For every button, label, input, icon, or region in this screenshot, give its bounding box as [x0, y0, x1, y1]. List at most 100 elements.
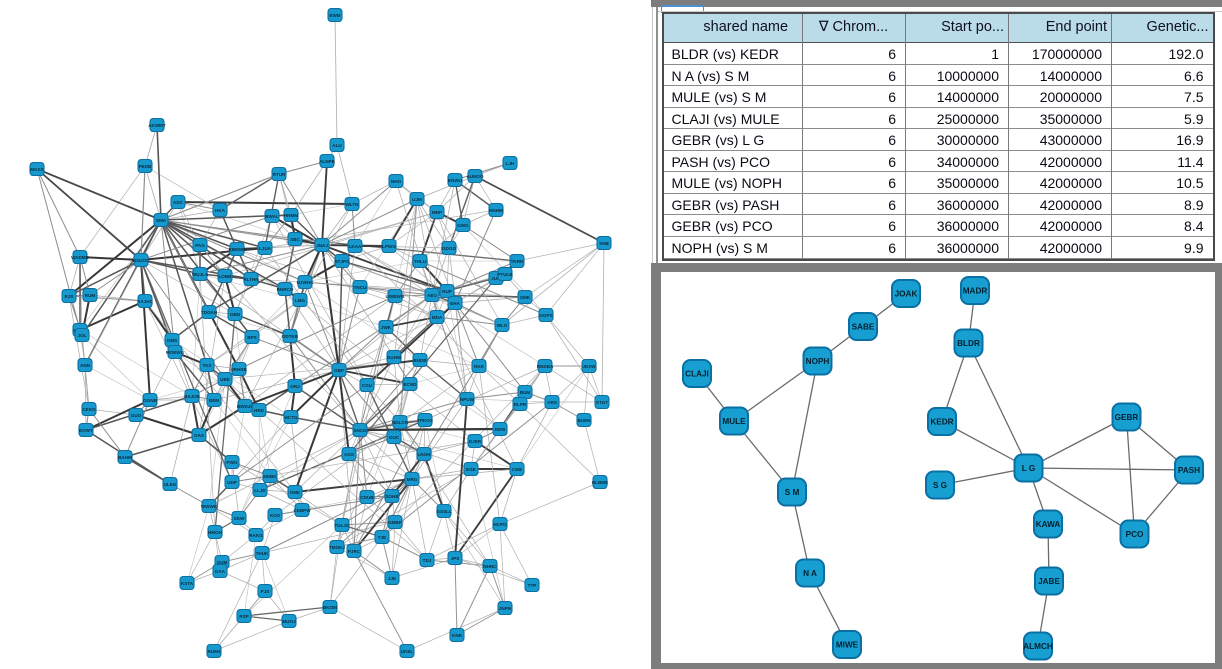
svg-text:BUEN: BUEN	[577, 418, 591, 423]
svg-text:GUO: GUO	[131, 413, 142, 418]
svg-text:HMOH: HMOH	[208, 530, 223, 535]
svg-text:REW: REW	[495, 427, 506, 432]
svg-text:ULEG: ULEG	[164, 482, 177, 487]
svg-text:BWAL: BWAL	[265, 214, 279, 219]
svg-text:L G: L G	[1022, 464, 1036, 473]
svg-text:SOHB: SOHB	[385, 494, 399, 499]
svg-text:PWO: PWO	[227, 460, 238, 465]
svg-text:DJER: DJER	[469, 439, 482, 444]
svg-text:RUEH: RUEH	[207, 649, 221, 654]
svg-text:TULJG: TULJG	[334, 523, 349, 528]
svg-text:TKRR: TKRR	[511, 259, 524, 264]
svg-text:ANN: ANN	[80, 363, 91, 368]
svg-text:PASH: PASH	[1178, 466, 1200, 475]
svg-text:ADC: ADC	[173, 200, 184, 205]
svg-text:OMK: OMK	[290, 490, 301, 495]
svg-text:EWM: EWM	[329, 13, 340, 18]
svg-text:ARS: ARS	[547, 400, 557, 405]
svg-text:BLDR: BLDR	[957, 339, 980, 348]
svg-text:CLAJI: CLAJI	[685, 370, 709, 379]
svg-text:TAS: TAS	[203, 363, 212, 368]
svg-text:LOBB: LOBB	[218, 274, 232, 279]
svg-text:BUM: BUM	[520, 390, 531, 395]
svg-text:KBEMB: KBEMB	[229, 247, 247, 252]
svg-text:GWG: GWG	[457, 223, 469, 228]
svg-text:NHO: NHO	[391, 179, 402, 184]
svg-text:SMK: SMK	[520, 295, 531, 300]
svg-text:KOS: KOS	[270, 513, 280, 518]
svg-text:UJM: UJM	[412, 197, 422, 202]
svg-text:MRP: MRP	[432, 210, 442, 215]
svg-text:TMGKJ: TMGKJ	[329, 545, 346, 550]
svg-text:JNPN: JNPN	[499, 606, 512, 611]
svg-text:S G: S G	[933, 481, 947, 490]
svg-text:SNCD: SNCD	[353, 428, 367, 433]
svg-text:WUJLA: WUJLA	[192, 272, 209, 277]
svg-text:SBC: SBC	[290, 237, 300, 242]
svg-text:MULE: MULE	[722, 417, 746, 426]
svg-text:EGE: EGE	[466, 467, 476, 472]
svg-text:ODTKB: ODTKB	[282, 334, 299, 339]
svg-text:CEKG: CEKG	[82, 407, 96, 412]
svg-text:N A: N A	[803, 569, 817, 578]
svg-text:CDUB: CDUB	[360, 495, 374, 500]
svg-text:HCTG: HCTG	[284, 415, 297, 420]
svg-text:JNAJ: JNAJ	[316, 243, 328, 248]
svg-text:RNDBA: RNDBA	[537, 364, 554, 369]
svg-text:PEDB: PEDB	[139, 164, 152, 169]
svg-text:GEBR: GEBR	[1115, 413, 1139, 422]
svg-text:GSSLL: GSSLL	[436, 509, 452, 514]
svg-text:PCO: PCO	[1126, 530, 1144, 539]
svg-text:ENWU: ENWU	[448, 178, 463, 183]
svg-text:GMBP: GMBP	[388, 520, 402, 525]
svg-text:OGNB: OGNB	[143, 398, 157, 403]
svg-text:TDGKH: TDGKH	[201, 310, 218, 315]
svg-text:GBN: GBN	[230, 312, 241, 317]
svg-text:HRD: HRD	[254, 408, 265, 413]
svg-text:WWWK: WWWK	[201, 504, 218, 509]
svg-text:THUK: THUK	[256, 551, 269, 556]
svg-text:BKOM: BKOM	[323, 605, 337, 610]
svg-text:ALMCH: ALMCH	[1023, 642, 1053, 651]
svg-text:WLO: WLO	[497, 323, 508, 328]
svg-text:MGSS: MGSS	[30, 167, 44, 172]
svg-text:JRHSB: JRHSB	[231, 367, 247, 372]
svg-text:CGU: CGU	[362, 383, 373, 388]
svg-text:LJUA: LJUA	[259, 246, 272, 251]
svg-text:EHA: EHA	[450, 301, 460, 306]
svg-text:NOPH: NOPH	[806, 357, 830, 366]
svg-text:HCPG: HCPG	[493, 522, 507, 527]
svg-text:UKEL: UKEL	[401, 649, 414, 654]
svg-text:SNB: SNB	[599, 241, 609, 246]
svg-text:JDAW: JDAW	[582, 364, 596, 369]
svg-text:PJRC: PJRC	[348, 549, 361, 554]
svg-text:AEO: AEO	[427, 293, 437, 298]
svg-text:TDJ: TDJ	[423, 558, 432, 563]
svg-text:LPWG: LPWG	[382, 244, 396, 249]
svg-text:HKA: HKA	[215, 208, 226, 213]
svg-text:JABE: JABE	[1038, 577, 1060, 586]
svg-text:SMA: SMA	[156, 218, 167, 223]
svg-text:MRG: MRG	[407, 477, 418, 482]
svg-text:RUP: RUP	[442, 289, 452, 294]
svg-text:AAJHC: AAJHC	[137, 299, 154, 304]
svg-text:S M: S M	[785, 488, 800, 497]
svg-text:AKWMT: AKWMT	[148, 123, 166, 128]
svg-text:JUM: JUM	[491, 276, 501, 281]
svg-text:RTJPO: RTJPO	[334, 259, 350, 264]
svg-text:LLJD: LLJD	[254, 488, 266, 493]
svg-text:SABE: SABE	[852, 323, 875, 332]
svg-text:RJS: RJS	[65, 294, 74, 299]
svg-text:RKK: RKK	[474, 364, 485, 369]
svg-text:MDA: MDA	[432, 315, 443, 320]
svg-text:TNCU: TNCU	[354, 285, 367, 290]
svg-text:GDGD: GDGD	[442, 246, 456, 251]
svg-text:KAWA: KAWA	[1036, 520, 1061, 529]
svg-text:NPUW: NPUW	[460, 397, 475, 402]
svg-text:TJE: TJE	[378, 535, 386, 540]
svg-text:CWE: CWE	[512, 467, 523, 472]
svg-text:PTULB: PTULB	[497, 272, 513, 277]
svg-text:KEDR: KEDR	[930, 418, 953, 427]
svg-text:RUM: RUM	[85, 293, 96, 298]
svg-text:ALU: ALU	[332, 143, 342, 148]
